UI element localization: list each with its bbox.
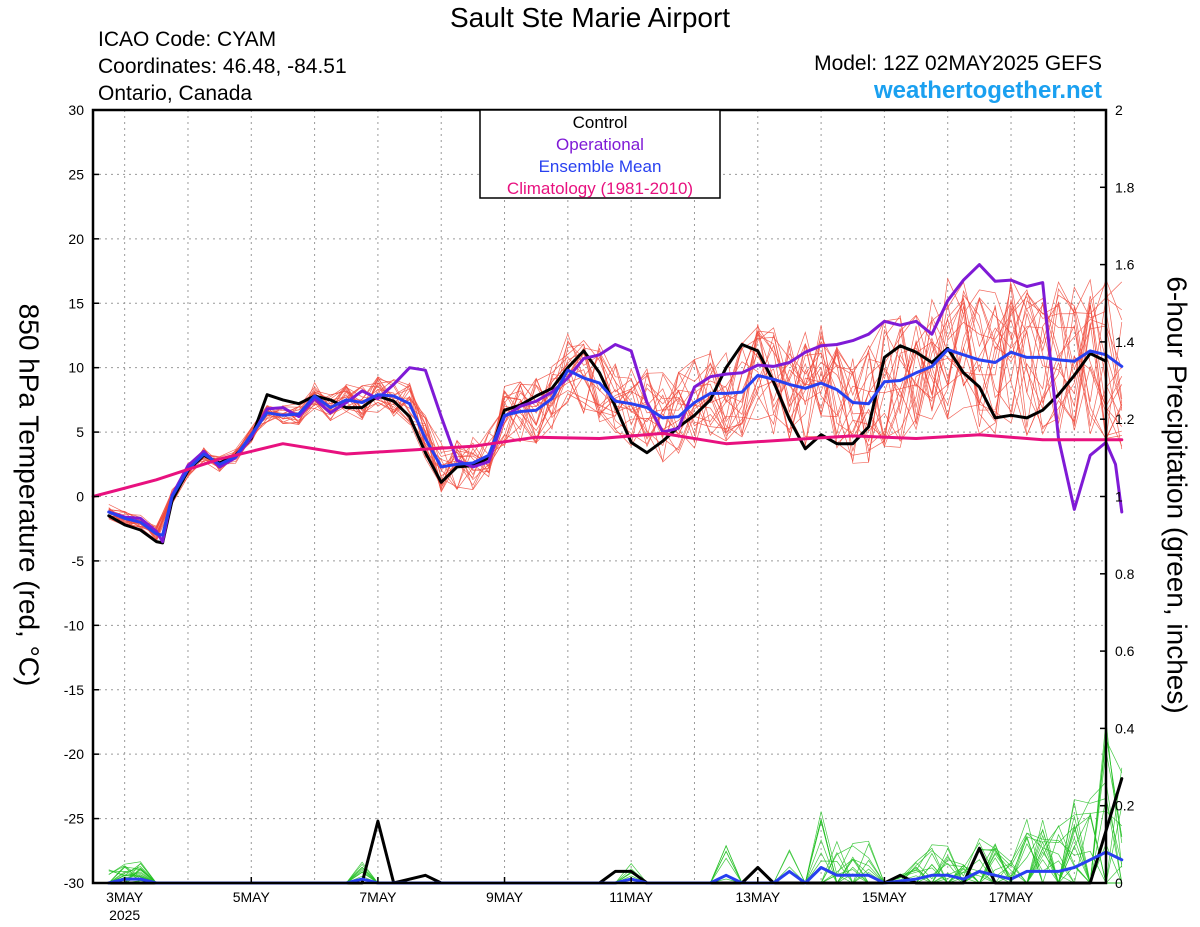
legend-box bbox=[479, 109, 721, 199]
control-temperature-line bbox=[107, 343, 1108, 545]
right-tick-label: 1 bbox=[1115, 489, 1123, 505]
right-tick-label: 1.6 bbox=[1115, 257, 1135, 273]
left-tick-label: 0 bbox=[76, 489, 84, 505]
right-tick-label: 0.8 bbox=[1115, 566, 1135, 582]
region: Ontario, Canada bbox=[98, 82, 253, 105]
axes: 302520151050-5-10-15-20-25-3021.81.61.41… bbox=[64, 102, 1135, 923]
x-tick-label: 15MAY bbox=[862, 889, 908, 905]
left-tick-label: 20 bbox=[68, 231, 84, 247]
right-tick-label: 0.6 bbox=[1115, 643, 1135, 659]
ensemble-mean-temperature-line bbox=[107, 348, 1124, 537]
x-tick-label: 3MAY bbox=[106, 889, 144, 905]
temperature-member-line bbox=[108, 297, 1123, 530]
legend-entry: Operational bbox=[556, 135, 644, 154]
control-precipitation-line bbox=[107, 777, 1124, 885]
ensemble-members bbox=[108, 276, 1123, 885]
precipitation-member-line bbox=[108, 750, 1123, 884]
right-tick-label: 0.2 bbox=[1115, 798, 1135, 814]
x-tick-label: 9MAY bbox=[486, 889, 524, 905]
x-tick-label: 11MAY bbox=[609, 889, 653, 905]
chart-title: Sault Ste Marie Airport bbox=[449, 2, 731, 33]
left-tick-label: -5 bbox=[72, 553, 85, 569]
left-tick-label: 10 bbox=[68, 360, 84, 376]
left-tick-label: 30 bbox=[68, 102, 84, 118]
climatology-1981-2010-temperature-line bbox=[91, 431, 1124, 498]
legend: Control Operational Ensemble Mean Climatolo… bbox=[479, 109, 721, 199]
legend-entry: Climatology (1981-2010) bbox=[507, 179, 693, 198]
gridlines bbox=[93, 110, 1106, 883]
precipitation-member-line bbox=[108, 721, 1123, 885]
coordinates: Coordinates: 46.48, -84.51 bbox=[98, 55, 347, 78]
x-tick-label: 5MAY bbox=[233, 889, 271, 905]
legend-entry: Ensemble Mean bbox=[539, 157, 662, 176]
right-tick-label: 2 bbox=[1115, 102, 1123, 118]
left-tick-label: -10 bbox=[64, 617, 84, 633]
left-tick-label: -30 bbox=[64, 875, 84, 891]
series-lines bbox=[91, 263, 1124, 885]
temperature-member-line bbox=[108, 278, 1123, 543]
ensemble-mean-precipitation-line bbox=[107, 850, 1124, 885]
right-tick-label: 0.4 bbox=[1115, 720, 1135, 736]
temperature-member-line bbox=[108, 286, 1123, 537]
right-tick-label: 0 bbox=[1115, 875, 1123, 891]
left-axis-label: 850 hPa Temperature (red, °C) bbox=[14, 304, 45, 687]
right-tick-label: 1.2 bbox=[1115, 411, 1135, 427]
left-tick-label: 15 bbox=[68, 295, 84, 311]
x-tick-label: 7MAY bbox=[359, 889, 397, 905]
model-run: Model: 12Z 02MAY2025 GEFS bbox=[814, 52, 1102, 75]
x-tick-label: 17MAY bbox=[989, 889, 1035, 905]
x-tick-year-label: 2025 bbox=[109, 907, 140, 923]
left-tick-label: -20 bbox=[64, 746, 84, 762]
left-tick-label: 25 bbox=[68, 166, 84, 182]
left-tick-label: 5 bbox=[76, 424, 84, 440]
legend-entry: Control bbox=[573, 113, 628, 132]
temperature-member-line bbox=[108, 277, 1123, 530]
right-axis-label: 6-hour Precipitation (green, inches) bbox=[1162, 276, 1193, 713]
icao-code: ICAO Code: CYAM bbox=[98, 28, 277, 51]
right-tick-label: 1.4 bbox=[1115, 334, 1135, 350]
website-link[interactable]: weathertogether.net bbox=[873, 77, 1102, 104]
left-tick-label: -15 bbox=[64, 682, 84, 698]
left-tick-label: -25 bbox=[64, 811, 84, 827]
x-tick-label: 13MAY bbox=[735, 889, 781, 905]
operational-temperature-line bbox=[107, 263, 1124, 544]
right-tick-label: 1.8 bbox=[1115, 179, 1135, 195]
